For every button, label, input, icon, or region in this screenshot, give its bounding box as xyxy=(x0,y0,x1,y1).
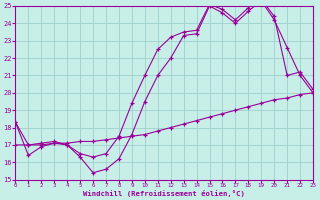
X-axis label: Windchill (Refroidissement éolien,°C): Windchill (Refroidissement éolien,°C) xyxy=(83,190,245,197)
